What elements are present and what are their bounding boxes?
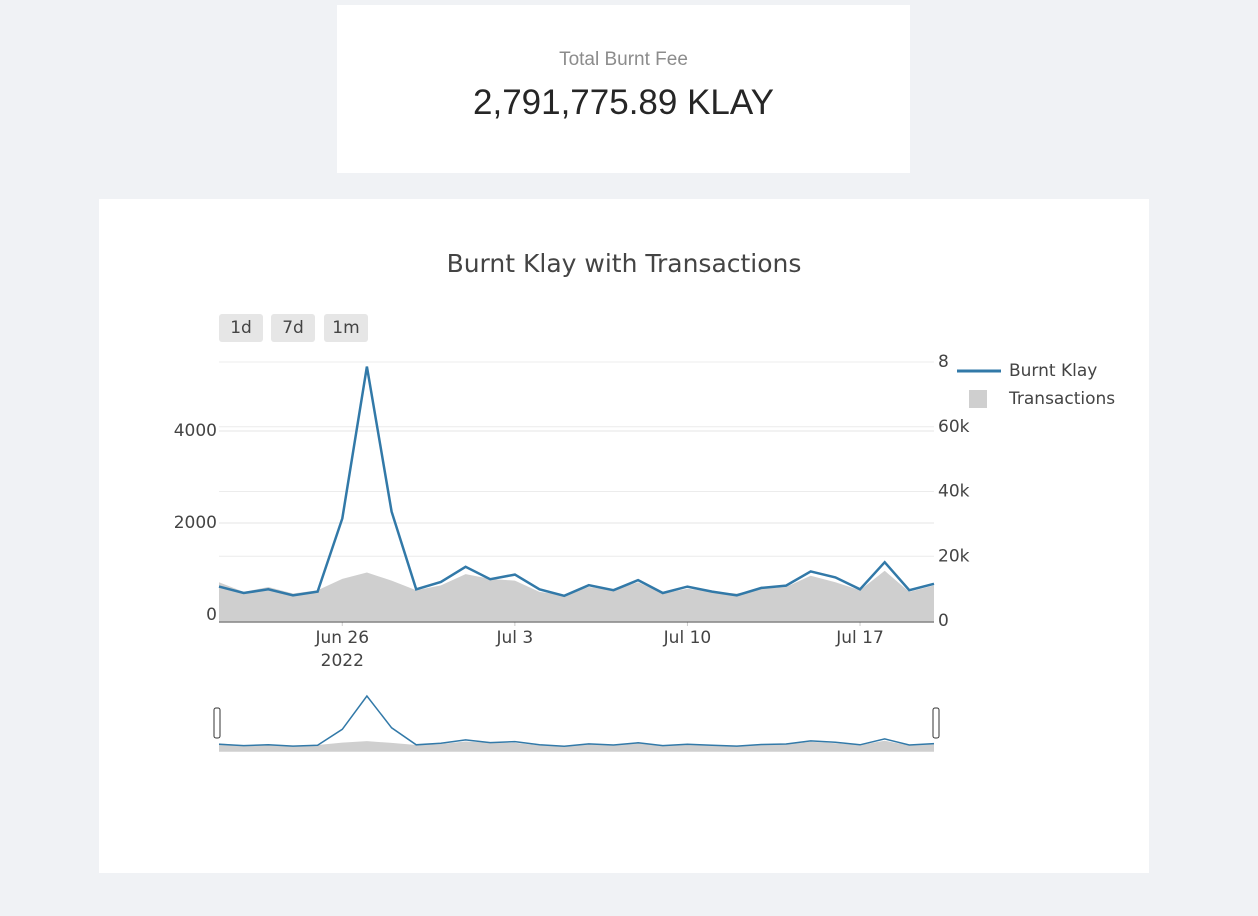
range-handle[interactable]: [213, 707, 221, 739]
y2-tick-label: 0: [938, 611, 949, 631]
range-button-label[interactable]: 1m: [332, 318, 359, 338]
legend-label[interactable]: Transactions: [1008, 389, 1115, 409]
y2-tick-label: 60k: [938, 417, 970, 437]
y2-tick-label: 8: [938, 352, 949, 372]
range-button[interactable]: [219, 314, 263, 342]
y-tick-label: 2000: [174, 513, 217, 533]
legend-swatch: [969, 390, 987, 408]
range-button-label[interactable]: 1d: [230, 318, 252, 338]
area: [219, 570, 934, 621]
summary-label: Total Burnt Fee: [559, 49, 688, 70]
legend-label[interactable]: Burnt Klay: [1009, 361, 1097, 381]
range-button-label[interactable]: 7d: [282, 318, 304, 338]
chart-card: Burnt Klay with Transactions 1d 7d 1m 0 2000…: [99, 199, 1149, 873]
x-tick-label: Jun 26: [314, 628, 369, 648]
chart-title: Burnt Klay with Transactions: [447, 249, 802, 278]
x-year-label: 2022: [321, 651, 364, 671]
summary-card: Total Burnt Fee 2,791,775.89 KLAY: [337, 5, 910, 173]
range-button[interactable]: [324, 314, 368, 342]
y2-tick-label: 40k: [938, 482, 970, 502]
y-tick-label: 4000: [174, 421, 217, 441]
area: [219, 740, 934, 752]
x-tick-label: Jul 10: [663, 628, 712, 648]
y-tick-label: 0: [206, 605, 217, 625]
y2-tick-label: 20k: [938, 546, 970, 566]
x-tick-label: Jul 17: [835, 628, 884, 648]
chart: Burnt Klay with Transactions 1d 7d 1m 0 2000…: [174, 249, 1115, 752]
line: [218, 366, 935, 598]
summary-value: 2,791,775.89 KLAY: [473, 83, 774, 122]
line: [218, 694, 935, 747]
range-handle[interactable]: [932, 707, 940, 739]
range-button[interactable]: [271, 314, 315, 342]
x-tick-label: Jul 3: [495, 628, 533, 648]
